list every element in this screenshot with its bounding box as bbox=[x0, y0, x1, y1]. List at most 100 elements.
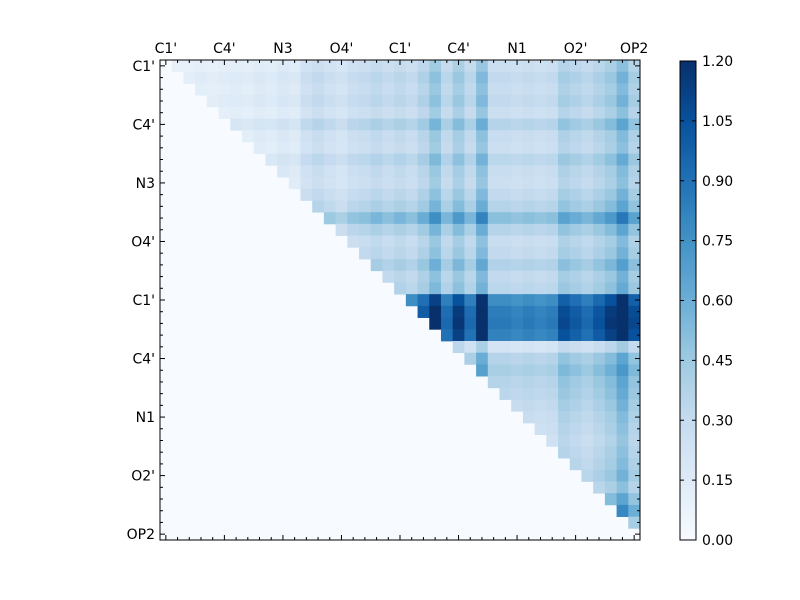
heatmap-cell bbox=[347, 95, 360, 108]
heatmap-cell bbox=[558, 422, 571, 436]
heatmap-cell bbox=[300, 118, 313, 131]
heatmap-cell bbox=[616, 141, 629, 155]
heatmap-cell bbox=[593, 352, 606, 365]
heatmap-cell bbox=[464, 247, 477, 260]
heatmap-cell bbox=[359, 95, 372, 108]
heatmap-cell bbox=[370, 235, 383, 248]
heatmap-cell bbox=[558, 352, 571, 365]
heatmap-cell bbox=[347, 153, 360, 166]
heatmap-cell bbox=[218, 106, 231, 119]
heatmap-cell bbox=[429, 294, 442, 307]
heatmap-cell bbox=[417, 71, 430, 84]
heatmap-cell bbox=[452, 305, 465, 318]
heatmap-cell bbox=[558, 364, 571, 377]
colorbar-tick-label: 0.45 bbox=[702, 353, 733, 369]
heatmap-cell bbox=[546, 329, 559, 342]
heatmap-cell bbox=[417, 165, 430, 178]
heatmap-cell bbox=[265, 153, 278, 166]
heatmap-cell bbox=[452, 71, 465, 84]
heatmap-cell bbox=[581, 270, 594, 283]
heatmap-cell bbox=[417, 141, 430, 155]
heatmap-cell bbox=[370, 95, 383, 108]
heatmap-cell bbox=[429, 282, 442, 295]
heatmap-cell bbox=[370, 118, 383, 131]
heatmap-cell bbox=[440, 282, 454, 295]
y-tick-label: OP2 bbox=[127, 527, 155, 543]
heatmap-cell bbox=[382, 141, 395, 155]
heatmap-cell bbox=[440, 95, 454, 108]
heatmap-cell bbox=[452, 165, 465, 178]
heatmap-cell bbox=[604, 493, 617, 506]
heatmap-cell bbox=[452, 212, 465, 225]
heatmap-cell bbox=[487, 340, 500, 354]
heatmap-cell bbox=[534, 259, 547, 272]
heatmap-cell bbox=[464, 223, 477, 237]
heatmap-cell bbox=[569, 364, 582, 377]
heatmap-cell bbox=[558, 329, 571, 342]
heatmap-cell bbox=[546, 118, 559, 131]
heatmap-cell bbox=[405, 294, 418, 307]
heatmap-cell bbox=[206, 71, 219, 84]
heatmap-cell bbox=[206, 95, 219, 108]
x-tick-label: N3 bbox=[273, 41, 292, 57]
heatmap-cell bbox=[394, 106, 407, 119]
heatmap-cell bbox=[382, 270, 395, 283]
heatmap-cell bbox=[405, 282, 418, 295]
heatmap-cell bbox=[499, 83, 512, 96]
heatmap-cell bbox=[452, 329, 465, 342]
heatmap-cell bbox=[581, 399, 594, 412]
heatmap-cell bbox=[417, 118, 430, 131]
heatmap-cell bbox=[230, 83, 243, 96]
heatmap-cell bbox=[569, 188, 582, 201]
heatmap-cell bbox=[569, 130, 582, 143]
heatmap-cell bbox=[569, 247, 582, 260]
heatmap-cell bbox=[593, 118, 606, 131]
heatmap-cell bbox=[581, 387, 594, 400]
heatmap-cell bbox=[522, 130, 536, 143]
heatmap-cell bbox=[628, 141, 641, 155]
heatmap-cell bbox=[265, 95, 278, 108]
heatmap-cell bbox=[534, 95, 547, 108]
heatmap-cell bbox=[429, 247, 442, 260]
heatmap-cell bbox=[522, 340, 536, 354]
heatmap-cell bbox=[476, 352, 489, 365]
heatmap-cell bbox=[616, 188, 629, 201]
heatmap-cell bbox=[335, 200, 348, 213]
heatmap-cell bbox=[628, 235, 641, 248]
heatmap-cell bbox=[511, 177, 524, 190]
heatmap-cell bbox=[546, 352, 559, 365]
heatmap-cell bbox=[558, 212, 571, 225]
heatmap-cell bbox=[593, 481, 606, 494]
heatmap-cell bbox=[487, 235, 500, 248]
heatmap-cell bbox=[628, 212, 641, 225]
heatmap-cell bbox=[440, 83, 454, 96]
heatmap-cell bbox=[429, 106, 442, 119]
heatmap-cell bbox=[593, 469, 606, 482]
heatmap-cell bbox=[370, 71, 383, 84]
heatmap-cell bbox=[300, 106, 313, 119]
heatmap-cell bbox=[499, 317, 512, 330]
heatmap-cell bbox=[440, 141, 454, 155]
heatmap-cell bbox=[440, 130, 454, 143]
heatmap-cell bbox=[581, 282, 594, 295]
heatmap-cell bbox=[499, 165, 512, 178]
heatmap-cell bbox=[581, 177, 594, 190]
heatmap-cell bbox=[405, 153, 418, 166]
heatmap-cell bbox=[382, 177, 395, 190]
heatmap-cell bbox=[464, 317, 477, 330]
heatmap-cell bbox=[429, 95, 442, 108]
heatmap-cell bbox=[534, 399, 547, 412]
heatmap-cell bbox=[604, 106, 617, 119]
heatmap-cell bbox=[499, 141, 512, 155]
heatmap-cell bbox=[452, 118, 465, 131]
heatmap-cell bbox=[417, 130, 430, 143]
heatmap-cell bbox=[487, 282, 500, 295]
heatmap-cell bbox=[628, 469, 641, 482]
heatmap-cell bbox=[522, 294, 536, 307]
heatmap-cell bbox=[546, 60, 559, 73]
heatmap-cell bbox=[593, 458, 606, 471]
colorbar-tick-label: 0.75 bbox=[702, 234, 733, 250]
heatmap-cell bbox=[522, 317, 536, 330]
heatmap-cell bbox=[394, 270, 407, 283]
heatmap-cell bbox=[616, 200, 629, 213]
